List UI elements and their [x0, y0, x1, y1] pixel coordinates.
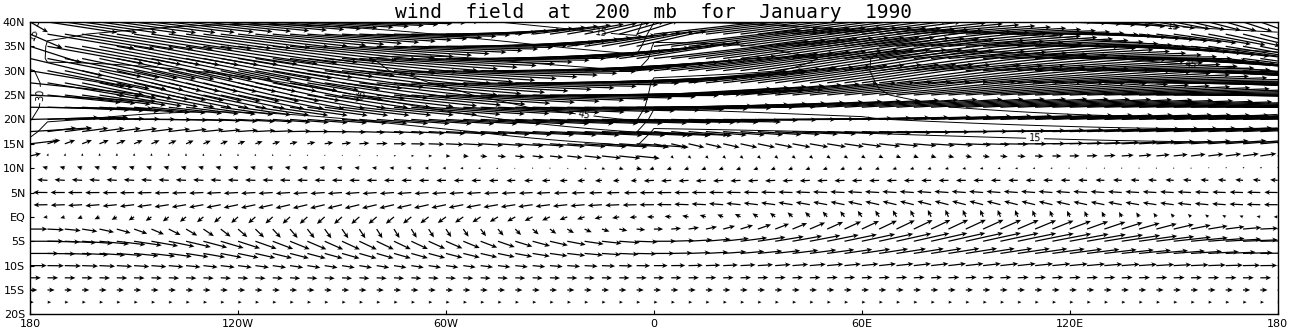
Title: wind  field  at  200  mb  for  January  1990: wind field at 200 mb for January 1990 — [395, 3, 913, 22]
Text: 45: 45 — [1184, 59, 1198, 70]
Text: 30: 30 — [36, 89, 46, 101]
Text: 15: 15 — [595, 27, 608, 38]
Text: 30: 30 — [352, 90, 367, 102]
Text: 15: 15 — [1029, 133, 1042, 144]
Text: 45: 45 — [578, 109, 591, 121]
Text: 15: 15 — [27, 27, 41, 42]
Text: 15: 15 — [1167, 21, 1180, 32]
